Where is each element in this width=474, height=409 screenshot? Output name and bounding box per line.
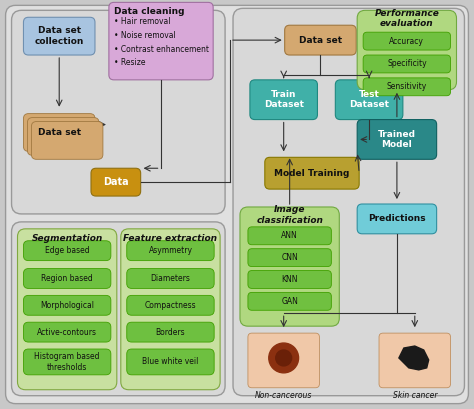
Text: Data set: Data set (299, 36, 342, 45)
Text: Performance
evaluation: Performance evaluation (374, 9, 439, 28)
Circle shape (276, 350, 292, 366)
Polygon shape (399, 346, 428, 370)
Text: Train
Dataset: Train Dataset (264, 90, 304, 110)
Text: Segmentation: Segmentation (32, 234, 103, 243)
Text: • Contrast enhancement: • Contrast enhancement (114, 45, 209, 54)
FancyBboxPatch shape (23, 295, 111, 315)
FancyBboxPatch shape (23, 114, 95, 151)
FancyBboxPatch shape (357, 119, 437, 160)
Text: Trained
Model: Trained Model (378, 130, 416, 149)
FancyBboxPatch shape (379, 333, 451, 388)
Text: Skin cancer: Skin cancer (392, 391, 437, 400)
Text: Morphological: Morphological (40, 301, 94, 310)
Text: Edge based: Edge based (45, 246, 90, 255)
Text: Image
classification: Image classification (256, 205, 323, 225)
FancyBboxPatch shape (127, 322, 214, 342)
FancyBboxPatch shape (127, 349, 214, 375)
FancyBboxPatch shape (127, 269, 214, 288)
FancyBboxPatch shape (109, 2, 213, 80)
Text: CNN: CNN (281, 253, 298, 262)
FancyBboxPatch shape (91, 168, 141, 196)
Text: Non-cancerous: Non-cancerous (255, 391, 312, 400)
FancyBboxPatch shape (23, 269, 111, 288)
FancyBboxPatch shape (11, 10, 225, 214)
Text: Histogram based
thresholds: Histogram based thresholds (35, 352, 100, 372)
Text: Data set: Data set (37, 128, 81, 137)
FancyBboxPatch shape (335, 80, 403, 119)
Text: • Resize: • Resize (114, 58, 146, 67)
FancyBboxPatch shape (23, 17, 95, 55)
FancyBboxPatch shape (363, 55, 451, 73)
Text: • Hair removal: • Hair removal (114, 17, 170, 26)
FancyBboxPatch shape (233, 8, 465, 396)
FancyBboxPatch shape (18, 229, 117, 390)
Text: ANN: ANN (281, 231, 298, 240)
Text: Data set
collection: Data set collection (35, 27, 84, 46)
FancyBboxPatch shape (31, 121, 103, 160)
FancyBboxPatch shape (363, 32, 451, 50)
FancyBboxPatch shape (363, 78, 451, 96)
FancyBboxPatch shape (265, 157, 359, 189)
Text: Data cleaning: Data cleaning (114, 7, 184, 16)
FancyBboxPatch shape (11, 222, 225, 396)
Text: Borders: Borders (155, 328, 185, 337)
Text: Compactness: Compactness (145, 301, 196, 310)
FancyBboxPatch shape (240, 207, 339, 326)
FancyBboxPatch shape (23, 349, 111, 375)
Text: Region based: Region based (41, 274, 93, 283)
FancyBboxPatch shape (127, 295, 214, 315)
FancyBboxPatch shape (127, 241, 214, 261)
Circle shape (269, 343, 299, 373)
Text: Blue white veil: Blue white veil (142, 357, 199, 366)
FancyBboxPatch shape (248, 270, 331, 288)
FancyBboxPatch shape (357, 10, 456, 90)
Text: Model Training: Model Training (274, 169, 349, 178)
FancyBboxPatch shape (6, 5, 468, 404)
FancyBboxPatch shape (248, 227, 331, 245)
Text: Test
Dataset: Test Dataset (349, 90, 389, 110)
FancyBboxPatch shape (248, 333, 319, 388)
FancyBboxPatch shape (250, 80, 318, 119)
Text: Specificity: Specificity (387, 59, 427, 68)
Text: Data: Data (103, 177, 128, 187)
Text: Accuracy: Accuracy (390, 37, 424, 46)
Text: Asymmetry: Asymmetry (148, 246, 192, 255)
Text: Diameters: Diameters (151, 274, 191, 283)
Text: Sensitivity: Sensitivity (387, 82, 427, 91)
Text: GAN: GAN (281, 297, 298, 306)
Text: Active-contours: Active-contours (37, 328, 97, 337)
Text: Predictions: Predictions (368, 214, 426, 223)
FancyBboxPatch shape (23, 322, 111, 342)
FancyBboxPatch shape (357, 204, 437, 234)
FancyBboxPatch shape (121, 229, 220, 390)
FancyBboxPatch shape (248, 249, 331, 267)
FancyBboxPatch shape (23, 241, 111, 261)
Text: • Noise removal: • Noise removal (114, 31, 175, 40)
FancyBboxPatch shape (285, 25, 356, 55)
Text: KNN: KNN (282, 275, 298, 284)
FancyBboxPatch shape (27, 118, 99, 155)
FancyBboxPatch shape (248, 292, 331, 310)
Text: Feature extraction: Feature extraction (123, 234, 218, 243)
